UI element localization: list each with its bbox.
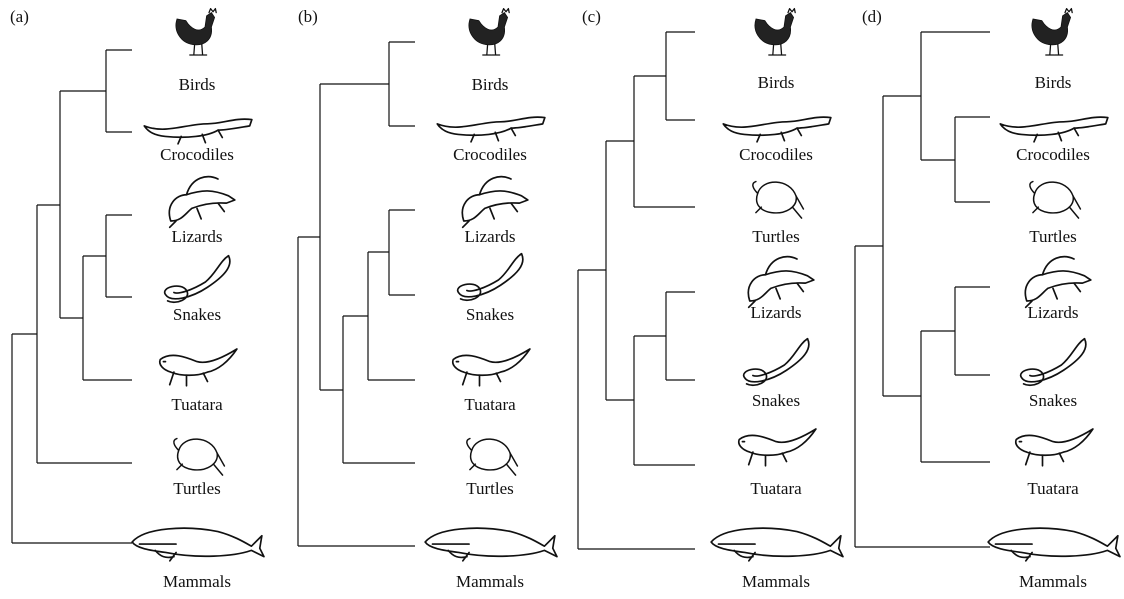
- animal-icon: [744, 339, 809, 385]
- animal-icon: [469, 9, 509, 55]
- taxon-label: Crocodiles: [739, 145, 813, 164]
- taxon-label: Crocodiles: [1016, 145, 1090, 164]
- panel-label: (a): [10, 7, 29, 26]
- tree-d: [855, 32, 990, 547]
- animal-icon: [1025, 257, 1090, 308]
- animal-icon: [1032, 9, 1072, 55]
- animal-icon: [755, 9, 795, 55]
- tree-b: [298, 42, 415, 546]
- phylogeny-figure: (a) Birds Crocodiles Lizards Snakes Tuatara Tu…: [0, 0, 1124, 599]
- animal-icon: [425, 528, 557, 561]
- taxon-label: Tuatara: [171, 395, 223, 414]
- taxon-label: Lizards: [172, 227, 223, 246]
- animal-icon: [169, 177, 234, 228]
- animal-icon: [437, 117, 545, 142]
- taxon-label: Snakes: [752, 391, 800, 410]
- animal-icon: [1030, 182, 1081, 219]
- taxon-label: Lizards: [1028, 303, 1079, 322]
- taxon-label: Snakes: [1029, 391, 1077, 410]
- animal-icon: [458, 254, 523, 300]
- taxon-label: Birds: [1035, 73, 1072, 92]
- animal-icon: [462, 177, 527, 228]
- panel-label: (d): [862, 7, 882, 26]
- taxon-label: Lizards: [751, 303, 802, 322]
- taxon-label: Tuatara: [750, 479, 802, 498]
- taxon-label: Turtles: [752, 227, 800, 246]
- taxon-label: Turtles: [466, 479, 514, 498]
- taxon-label: Turtles: [173, 479, 221, 498]
- panel-label: (b): [298, 7, 318, 26]
- animal-icon: [711, 528, 843, 561]
- tree-c: [578, 32, 695, 549]
- animal-icon: [453, 349, 530, 386]
- taxon-label: Mammals: [742, 572, 810, 591]
- animal-icon: [988, 528, 1120, 561]
- animal-icon: [723, 117, 831, 142]
- animal-icon: [144, 119, 252, 144]
- animal-icon: [467, 439, 518, 476]
- taxon-label: Mammals: [163, 572, 231, 591]
- taxon-label: Mammals: [456, 572, 524, 591]
- taxon-label: Birds: [758, 73, 795, 92]
- taxon-label: Snakes: [466, 305, 514, 324]
- taxon-label: Tuatara: [1027, 479, 1079, 498]
- taxon-label: Birds: [179, 75, 216, 94]
- panel-label: (c): [582, 7, 601, 26]
- animal-icon: [165, 256, 230, 302]
- taxon-label: Tuatara: [464, 395, 516, 414]
- animal-icon: [753, 182, 804, 219]
- animal-icon: [1016, 429, 1093, 466]
- tree-a: [12, 50, 132, 543]
- animal-icon: [132, 528, 264, 561]
- animal-icon: [160, 349, 237, 386]
- taxon-label: Crocodiles: [160, 145, 234, 164]
- animal-icon: [1021, 339, 1086, 385]
- taxon-label: Crocodiles: [453, 145, 527, 164]
- taxon-label: Turtles: [1029, 227, 1077, 246]
- page: (a) Birds Crocodiles Lizards Snakes Tuatara Tu…: [0, 0, 1124, 599]
- animal-icon: [176, 9, 216, 55]
- animal-icon: [174, 439, 225, 476]
- animal-icon: [739, 429, 816, 466]
- taxon-label: Birds: [472, 75, 509, 94]
- taxon-label: Snakes: [173, 305, 221, 324]
- animal-icon: [1000, 117, 1108, 142]
- animal-icon: [748, 257, 813, 308]
- taxon-label: Lizards: [465, 227, 516, 246]
- taxon-label: Mammals: [1019, 572, 1087, 591]
